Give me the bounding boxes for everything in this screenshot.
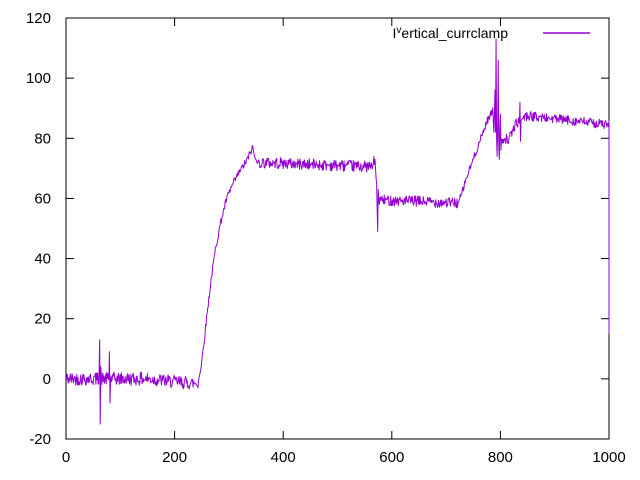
axes-ticks: 0 200 400 600 800 1000 -20 0 20 40 60 80 100 120 xyxy=(26,10,626,466)
legend-label: Ivertical_currclamp xyxy=(393,25,509,41)
y-tick-label: 100 xyxy=(26,70,51,87)
y-tick-label: 40 xyxy=(34,251,51,268)
x-tick-label: 600 xyxy=(379,449,404,466)
data-series xyxy=(65,38,610,425)
y-tick-label: 80 xyxy=(34,130,51,147)
x-tick-label: 800 xyxy=(488,449,513,466)
legend-label-superscript: v xyxy=(396,25,401,36)
legend-label-rest: ertical_currclamp xyxy=(401,25,508,41)
x-tick-label: 0 xyxy=(62,449,70,466)
y-tick-label: 0 xyxy=(43,371,51,388)
x-tick-label: 1000 xyxy=(592,449,625,466)
legend: Ivertical_currclamp xyxy=(393,25,590,41)
x-tick-label: 400 xyxy=(271,449,296,466)
y-tick-label: -20 xyxy=(29,431,51,448)
x-tick-label: 200 xyxy=(162,449,187,466)
y-tick-label: 120 xyxy=(26,10,51,27)
y-tick-label: 20 xyxy=(34,311,51,328)
series-line xyxy=(65,38,610,425)
y-tick-label: 60 xyxy=(34,190,51,207)
legend-label-prefix: I xyxy=(393,25,397,41)
